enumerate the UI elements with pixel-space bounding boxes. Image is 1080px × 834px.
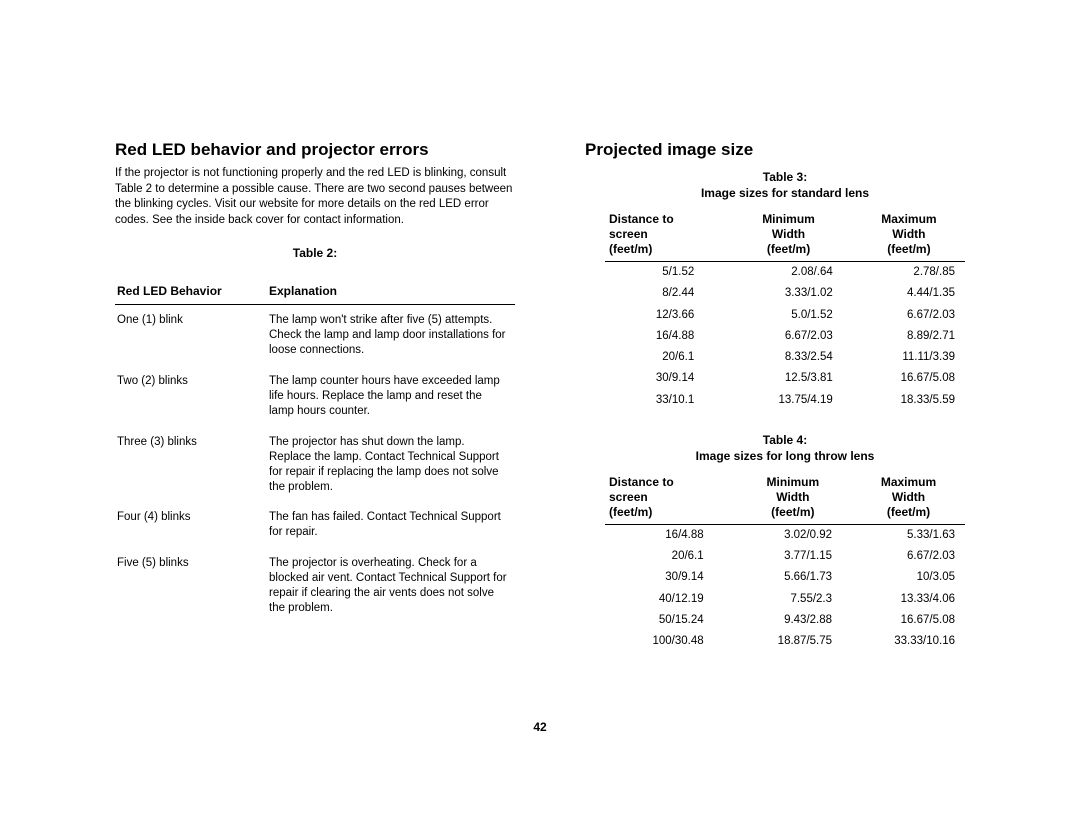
size-cell: 9.43/2.88 xyxy=(734,610,852,631)
size-cell: 12.5/3.81 xyxy=(724,368,853,389)
size-cell: 8/2.44 xyxy=(605,283,724,304)
size-cell: 50/15.24 xyxy=(605,610,734,631)
size-cell: 33.33/10.16 xyxy=(852,631,965,652)
table-row: 8/2.443.33/1.024.44/1.35 xyxy=(605,283,965,304)
size-cell: 6.67/2.03 xyxy=(724,326,853,347)
size-cell: 18.87/5.75 xyxy=(734,631,852,652)
size-cell: 5.0/1.52 xyxy=(724,305,853,326)
table-row: 20/6.13.77/1.156.67/2.03 xyxy=(605,546,965,567)
table-row: 30/9.145.66/1.7310/3.05 xyxy=(605,567,965,588)
size-cell: 2.78/.85 xyxy=(853,262,965,284)
explanation-cell: The lamp counter hours have exceeded lam… xyxy=(267,366,515,427)
size-cell: 12/3.66 xyxy=(605,305,724,326)
size-cell: 20/6.1 xyxy=(605,546,734,567)
table-row: 100/30.4818.87/5.7533.33/10.16 xyxy=(605,631,965,652)
behavior-cell: Three (3) blinks xyxy=(115,427,267,503)
size-cell: 18.33/5.59 xyxy=(853,390,965,411)
led-intro: If the projector is not functioning prop… xyxy=(115,166,515,228)
table4-h2: MinimumWidth(feet/m) xyxy=(734,473,852,525)
size-cell: 100/30.48 xyxy=(605,631,734,652)
right-column: Projected image size Table 3: Image size… xyxy=(585,140,985,674)
size-cell: 3.33/1.02 xyxy=(724,283,853,304)
size-cell: 33/10.1 xyxy=(605,390,724,411)
size-cell: 5.66/1.73 xyxy=(734,567,852,588)
table-row: 40/12.197.55/2.313.33/4.06 xyxy=(605,589,965,610)
size-cell: 8.89/2.71 xyxy=(853,326,965,347)
size-cell: 8.33/2.54 xyxy=(724,347,853,368)
page-number: 42 xyxy=(0,720,1080,734)
table3-h2: MinimumWidth(feet/m) xyxy=(724,210,853,262)
table-row: 30/9.1412.5/3.8116.67/5.08 xyxy=(605,368,965,389)
table-row: 5/1.522.08/.642.78/.85 xyxy=(605,262,965,284)
image-size-heading: Projected image size xyxy=(585,140,985,160)
table-row: Three (3) blinksThe projector has shut d… xyxy=(115,427,515,503)
size-cell: 4.44/1.35 xyxy=(853,283,965,304)
table-row: 33/10.113.75/4.1918.33/5.59 xyxy=(605,390,965,411)
size-cell: 5/1.52 xyxy=(605,262,724,284)
behavior-cell: Two (2) blinks xyxy=(115,366,267,427)
size-cell: 16.67/5.08 xyxy=(852,610,965,631)
size-cell: 30/9.14 xyxy=(605,567,734,588)
table-row: 20/6.18.33/2.5411.11/3.39 xyxy=(605,347,965,368)
table-row: One (1) blinkThe lamp won't strike after… xyxy=(115,305,515,366)
table4-caption: Image sizes for long throw lens xyxy=(585,449,985,463)
behavior-cell: One (1) blink xyxy=(115,305,267,366)
table4-h1: Distance toscreen(feet/m) xyxy=(605,473,734,525)
size-cell: 16.67/5.08 xyxy=(853,368,965,389)
table4-label: Table 4: xyxy=(585,433,985,447)
table4-h3: MaximumWidth(feet/m) xyxy=(852,473,965,525)
table2: Red LED Behavior Explanation One (1) bli… xyxy=(115,280,515,624)
size-cell: 20/6.1 xyxy=(605,347,724,368)
size-cell: 13.75/4.19 xyxy=(724,390,853,411)
table3-label: Table 3: xyxy=(585,170,985,184)
table-row: Four (4) blinksThe fan has failed. Conta… xyxy=(115,502,515,548)
left-column: Red LED behavior and projector errors If… xyxy=(115,140,515,674)
led-heading: Red LED behavior and projector errors xyxy=(115,140,515,160)
table-row: 16/4.886.67/2.038.89/2.71 xyxy=(605,326,965,347)
size-cell: 3.02/0.92 xyxy=(734,524,852,546)
table-row: 12/3.665.0/1.526.67/2.03 xyxy=(605,305,965,326)
table3: Distance toscreen(feet/m) MinimumWidth(f… xyxy=(605,210,965,411)
size-cell: 16/4.88 xyxy=(605,326,724,347)
size-cell: 13.33/4.06 xyxy=(852,589,965,610)
size-cell: 6.67/2.03 xyxy=(853,305,965,326)
table3-caption: Image sizes for standard lens xyxy=(585,186,985,200)
size-cell: 5.33/1.63 xyxy=(852,524,965,546)
size-cell: 30/9.14 xyxy=(605,368,724,389)
table-row: 16/4.883.02/0.925.33/1.63 xyxy=(605,524,965,546)
size-cell: 40/12.19 xyxy=(605,589,734,610)
table-row: 50/15.249.43/2.8816.67/5.08 xyxy=(605,610,965,631)
table2-col1: Red LED Behavior xyxy=(115,280,267,305)
table-row: Two (2) blinksThe lamp counter hours hav… xyxy=(115,366,515,427)
size-cell: 2.08/.64 xyxy=(724,262,853,284)
size-cell: 7.55/2.3 xyxy=(734,589,852,610)
table3-h3: MaximumWidth(feet/m) xyxy=(853,210,965,262)
size-cell: 16/4.88 xyxy=(605,524,734,546)
size-cell: 11.11/3.39 xyxy=(853,347,965,368)
table4: Distance toscreen(feet/m) MinimumWidth(f… xyxy=(605,473,965,653)
explanation-cell: The lamp won't strike after five (5) att… xyxy=(267,305,515,366)
explanation-cell: The fan has failed. Contact Technical Su… xyxy=(267,502,515,548)
size-cell: 6.67/2.03 xyxy=(852,546,965,567)
table-row: Five (5) blinksThe projector is overheat… xyxy=(115,548,515,624)
behavior-cell: Five (5) blinks xyxy=(115,548,267,624)
size-cell: 10/3.05 xyxy=(852,567,965,588)
table2-col2: Explanation xyxy=(267,280,515,305)
size-cell: 3.77/1.15 xyxy=(734,546,852,567)
table3-h1: Distance toscreen(feet/m) xyxy=(605,210,724,262)
behavior-cell: Four (4) blinks xyxy=(115,502,267,548)
explanation-cell: The projector has shut down the lamp. Re… xyxy=(267,427,515,503)
explanation-cell: The projector is overheating. Check for … xyxy=(267,548,515,624)
table2-label: Table 2: xyxy=(115,246,515,260)
